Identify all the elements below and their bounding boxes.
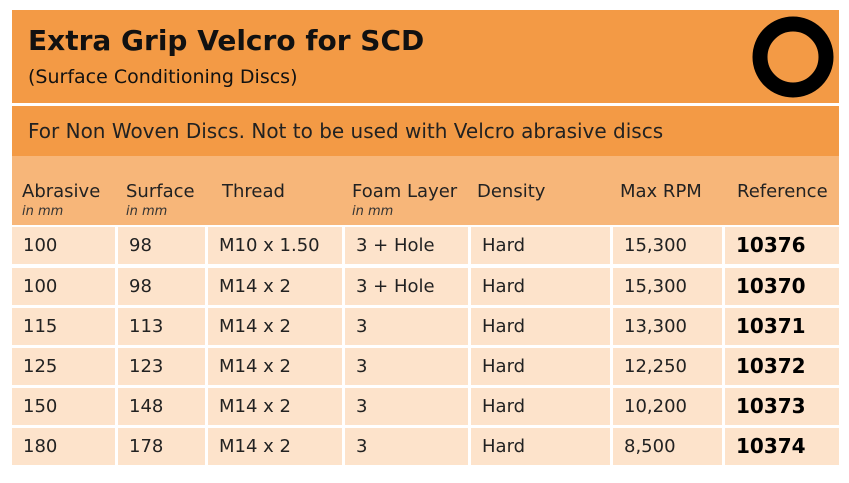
reference-cell: 10376 — [725, 227, 839, 264]
column-header: Max RPM — [620, 181, 702, 202]
column-header: Abrasive — [22, 181, 101, 202]
column-header: Surface — [126, 181, 195, 202]
table-cell: 98 — [118, 227, 205, 264]
table-cell: 12,250 — [613, 348, 722, 385]
table-cell: 3 + Hole — [345, 268, 468, 305]
note: For Non Woven Discs. Not to be used with… — [28, 119, 664, 143]
table-cell: 8,500 — [613, 428, 722, 465]
column-header: Thread — [222, 181, 285, 202]
table-cell: 3 — [345, 308, 468, 345]
table-cell: 3 + Hole — [345, 227, 468, 264]
reference-cell: 10371 — [725, 308, 839, 345]
table-cell: 3 — [345, 388, 468, 425]
table-cell: Hard — [471, 227, 610, 264]
table-cell: 125 — [12, 348, 115, 385]
table-cell: 150 — [12, 388, 115, 425]
reference-cell: 10372 — [725, 348, 839, 385]
table-cell: M14 x 2 — [208, 348, 342, 385]
ring — [752, 16, 834, 98]
table-cell: 123 — [118, 348, 205, 385]
subtitle: (Surface Conditioning Discs) — [28, 66, 298, 88]
column-unit: in mm — [126, 204, 168, 219]
table-cell: 10,200 — [613, 388, 722, 425]
table-cell: 98 — [118, 268, 205, 305]
table-cell: 115 — [12, 308, 115, 345]
disc-icon — [752, 16, 834, 98]
table-cell: Hard — [471, 428, 610, 465]
table-cell: Hard — [471, 308, 610, 345]
table-cell: 3 — [345, 428, 468, 465]
column-unit: in mm — [352, 204, 394, 219]
table-cell: 3 — [345, 348, 468, 385]
table-cell: 15,300 — [613, 268, 722, 305]
table-cell: 100 — [12, 268, 115, 305]
title-band — [12, 10, 839, 103]
table-cell: M14 x 2 — [208, 428, 342, 465]
reference-cell: 10373 — [725, 388, 839, 425]
column-header: Density — [477, 181, 546, 202]
table-cell: Hard — [471, 348, 610, 385]
column-header: Foam Layer — [352, 181, 458, 202]
table-cell: 15,300 — [613, 227, 722, 264]
table-cell: 13,300 — [613, 308, 722, 345]
table-cell: 100 — [12, 227, 115, 264]
table-cell: Hard — [471, 388, 610, 425]
table-cell: Hard — [471, 268, 610, 305]
table-cell: M14 x 2 — [208, 268, 342, 305]
table-cell: 178 — [118, 428, 205, 465]
column-header-band — [12, 156, 839, 225]
note-band — [12, 106, 839, 156]
reference-cell: 10370 — [725, 268, 839, 305]
table-cell: M14 x 2 — [208, 388, 342, 425]
table-cell: 113 — [118, 308, 205, 345]
table-cell: M10 x 1.50 — [208, 227, 342, 264]
reference-cell: 10374 — [725, 428, 839, 465]
column-unit: in mm — [22, 204, 64, 219]
title: Extra Grip Velcro for SCD — [28, 24, 425, 57]
column-header: Reference — [737, 181, 828, 202]
table-cell: 180 — [12, 428, 115, 465]
table-cell: M14 x 2 — [208, 308, 342, 345]
table-cell: 148 — [118, 388, 205, 425]
